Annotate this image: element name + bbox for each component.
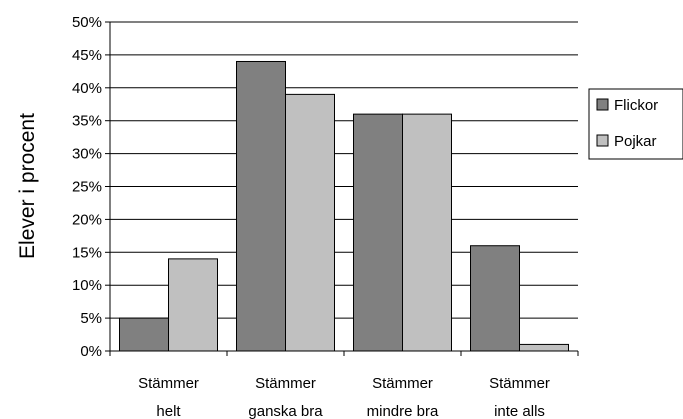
legend-label-pojkar: Pojkar — [614, 133, 657, 150]
legend-label-flickor: Flickor — [614, 97, 658, 114]
category-label: helt — [156, 403, 181, 419]
x-axis-ticks — [109, 351, 579, 356]
category-label: Stämmer — [372, 375, 433, 392]
category-labels: Stämmer helt Stämmer ganska bra Stämmer mindr… — [138, 375, 550, 419]
legend-swatch-pojkar — [596, 134, 609, 147]
y-tick-label: 15% — [72, 244, 102, 261]
y-tick-labels: 0% 5% 10% 15% 20% 25% 30% 35% 40% 45% 50% — [72, 14, 110, 360]
category-label: Stämmer — [255, 375, 316, 392]
y-tick-label: 25% — [72, 179, 102, 196]
bar-pojkar-2 — [285, 93, 335, 352]
category-label: Stämmer — [138, 375, 199, 392]
y-tick-label: 5% — [80, 310, 102, 327]
bar-pojkar-4 — [519, 343, 569, 352]
y-tick-label: 30% — [72, 146, 102, 163]
y-tick-label: 10% — [72, 277, 102, 294]
y-tick-label: 50% — [72, 14, 102, 31]
bar-flickor-2 — [236, 60, 286, 352]
category-label: mindre bra — [367, 403, 439, 419]
y-tick-label: 35% — [72, 113, 102, 130]
y-tick-label: 45% — [72, 47, 102, 64]
legend-swatch-flickor — [596, 98, 609, 111]
bar-flickor-3 — [353, 113, 403, 352]
category-label: ganska bra — [248, 403, 323, 419]
category-label: inte alls — [494, 403, 545, 419]
y-tick-label: 0% — [80, 343, 102, 360]
bar-pojkar-3 — [402, 113, 452, 352]
bars — [119, 60, 569, 352]
bar-flickor-4 — [470, 245, 520, 352]
y-axis-label: Elever i procent — [16, 113, 39, 259]
y-tick-label: 20% — [72, 211, 102, 228]
y-tick-label: 40% — [72, 80, 102, 97]
category-label: Stämmer — [489, 375, 550, 392]
legend: Flickor Pojkar — [588, 88, 683, 160]
bar-flickor-1 — [119, 317, 169, 352]
bar-pojkar-1 — [168, 258, 218, 352]
